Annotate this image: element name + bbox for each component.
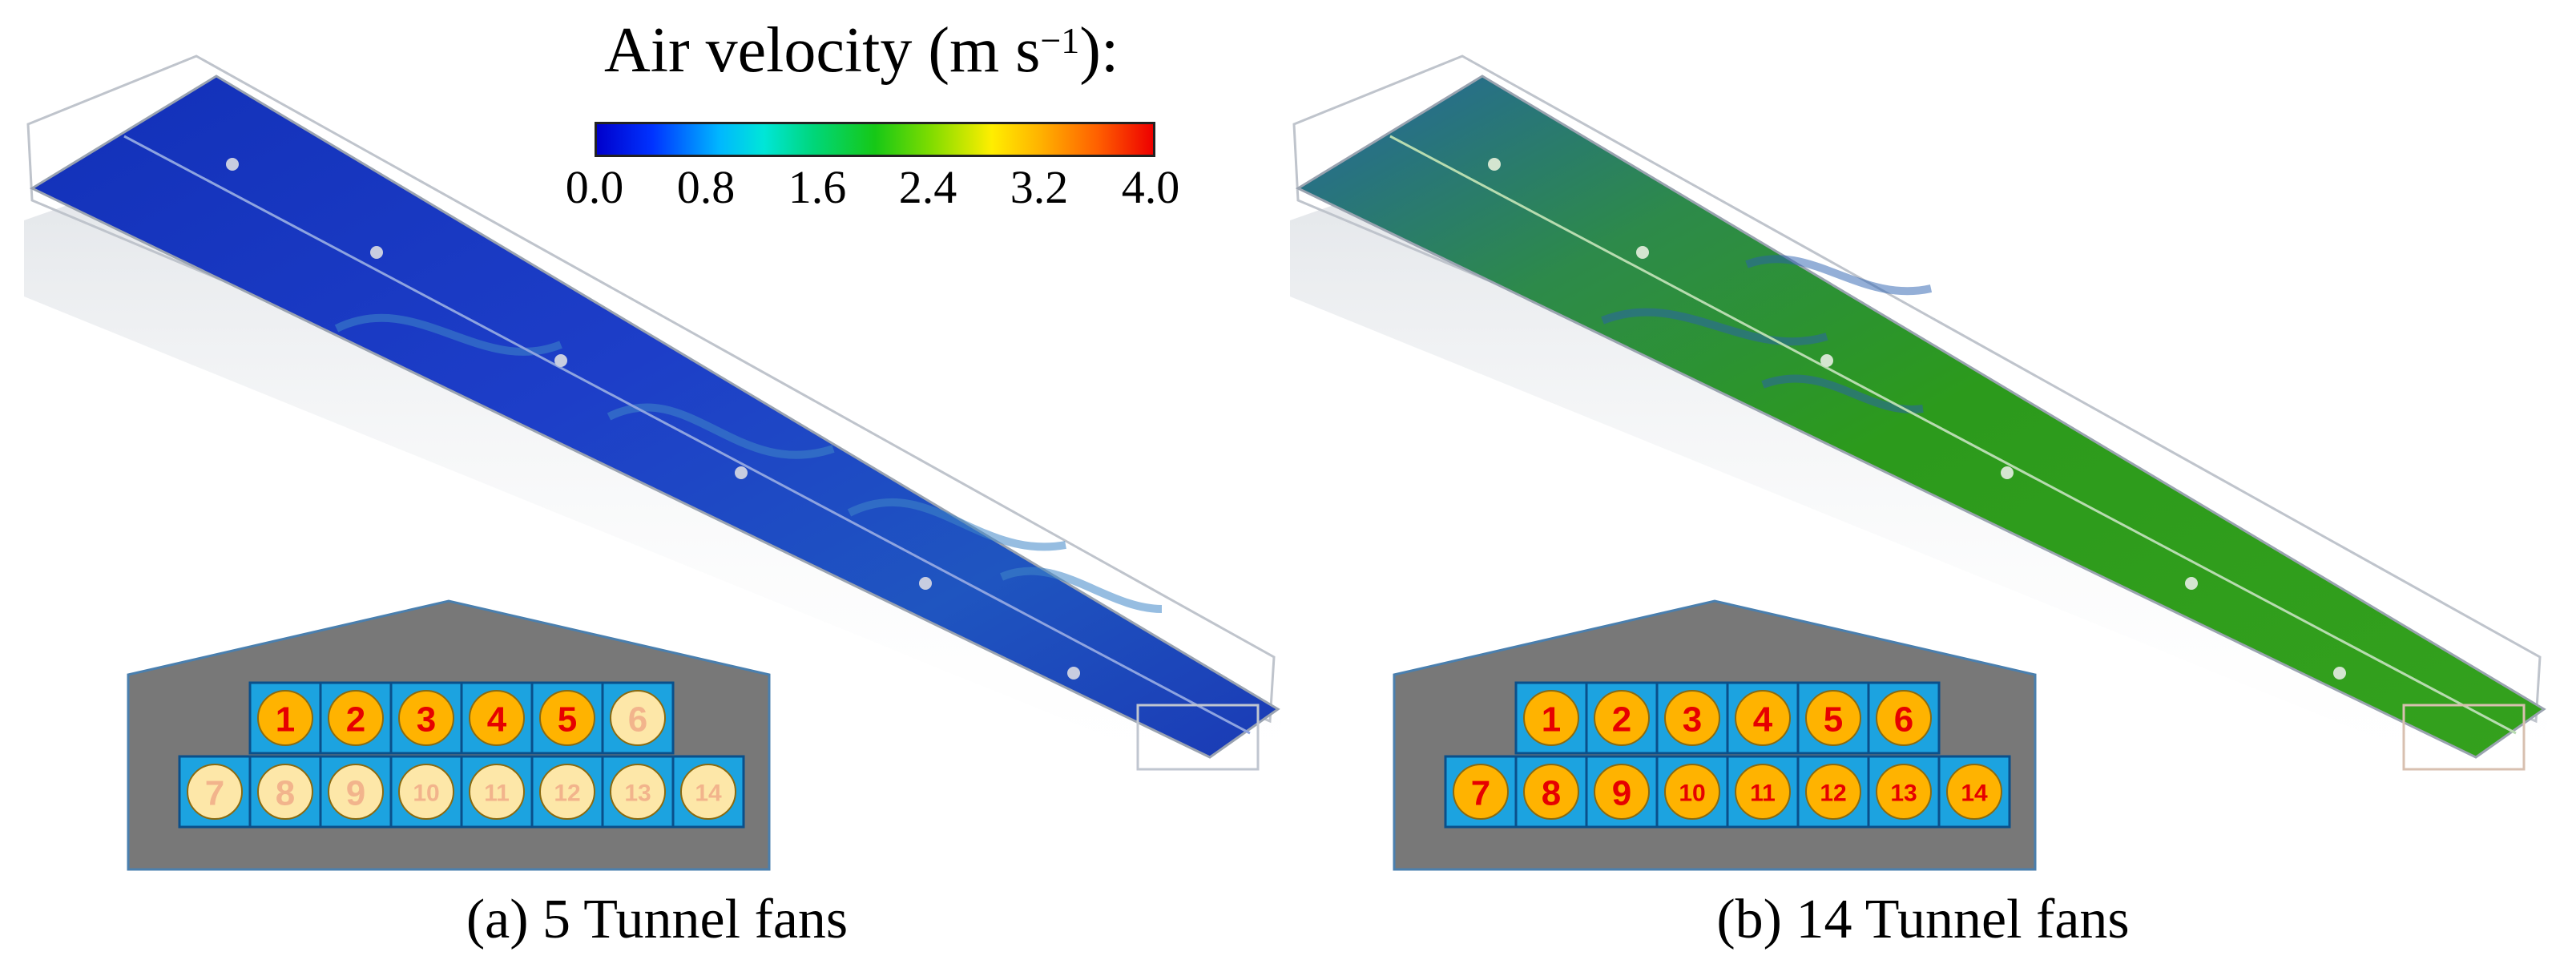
- fan-label: 3: [1683, 700, 1702, 740]
- fan-13-icon: [610, 764, 666, 820]
- fan-4-icon: [1735, 690, 1791, 746]
- fan-label: 1: [1542, 700, 1561, 740]
- fan-1-icon: [1523, 690, 1579, 746]
- fan-label: 10: [1679, 780, 1705, 807]
- fan-12-icon: [1805, 764, 1861, 820]
- fan-label: 13: [1890, 780, 1917, 807]
- fan-diagram-a: 1 2 3 4 5 67 8 9 10 11 12 13 14: [127, 599, 771, 871]
- fan-6-icon: [610, 690, 666, 746]
- fan-label: 3: [417, 700, 436, 740]
- fan-label: 8: [276, 774, 295, 813]
- fan-label: 14: [1961, 780, 1988, 807]
- fan-label: 6: [1894, 700, 1913, 740]
- colorbar-tick: 0.0: [565, 161, 624, 213]
- fan-3-icon: [1664, 690, 1720, 746]
- fan-11-icon: [469, 764, 525, 820]
- fan-12-icon: [539, 764, 595, 820]
- fan-wall-a: [1136, 704, 1260, 771]
- sensor-b-1: [1488, 158, 1501, 171]
- colorbar-tick: 0.8: [676, 161, 736, 213]
- fan-5-icon: [539, 690, 595, 746]
- fan-label: 13: [624, 780, 651, 807]
- sensor-b-5: [2185, 577, 2198, 590]
- fan-label: 12: [1820, 780, 1846, 807]
- turbulence-a: [334, 313, 1163, 613]
- fan-label: 11: [484, 780, 510, 807]
- colorbar: [595, 122, 1155, 157]
- fan-14-icon: [1946, 764, 2002, 820]
- fan-label: 14: [695, 780, 722, 807]
- fan-diagram-b: 1 2 3 4 5 67 8 9 10 11 12 13 14: [1393, 599, 2037, 871]
- fan-label: 9: [346, 774, 365, 813]
- fan-5-icon: [1805, 690, 1861, 746]
- fan-label: 7: [1471, 774, 1490, 813]
- fan-2-icon: [1594, 690, 1650, 746]
- fan-11-icon: [1735, 764, 1791, 820]
- fan-8-icon: [1523, 764, 1579, 820]
- fan-label: 7: [205, 774, 224, 813]
- sensor-a-5: [919, 577, 932, 590]
- fan-label: 5: [558, 700, 577, 740]
- fan-1-icon: [257, 690, 313, 746]
- fan-7-icon: [187, 764, 243, 820]
- fan-label: 9: [1612, 774, 1631, 813]
- fan-label: 6: [628, 700, 647, 740]
- fan-label: 2: [1612, 700, 1631, 740]
- fan-7-icon: [1453, 764, 1509, 820]
- fan-2-icon: [328, 690, 384, 746]
- sensor-b-6: [2333, 667, 2346, 680]
- legend-title-text: Air velocity (m s: [604, 15, 1041, 86]
- fan-9-icon: [1594, 764, 1650, 820]
- fan-6-icon: [1876, 690, 1932, 746]
- colorbar-tick: 3.2: [1010, 161, 1069, 213]
- caption-b: (b) 14 Tunnel fans: [1716, 889, 2130, 950]
- colorbar-tick: 4.0: [1121, 161, 1180, 213]
- sensor-a-1: [226, 158, 239, 171]
- fan-9-icon: [328, 764, 384, 820]
- barn-model-a: [24, 54, 1282, 801]
- sensor-a-2: [370, 246, 383, 259]
- colorbar-tick: 2.4: [898, 161, 957, 213]
- sensor-a-4: [735, 466, 748, 479]
- barn-model-b: [1290, 54, 2548, 801]
- caption-a: (a) 5 Tunnel fans: [466, 889, 849, 950]
- colorbar-tick: 1.6: [788, 161, 847, 213]
- fan-3-icon: [398, 690, 454, 746]
- fan-label: 1: [276, 700, 295, 740]
- fan-13-icon: [1876, 764, 1932, 820]
- fan-4-icon: [469, 690, 525, 746]
- fan-14-icon: [680, 764, 736, 820]
- fan-8-icon: [257, 764, 313, 820]
- center-line-b: [1389, 135, 2517, 735]
- fan-10-icon: [1664, 764, 1720, 820]
- legend-title-sup: −1: [1040, 20, 1080, 61]
- fan-label: 4: [1753, 700, 1773, 740]
- fan-label: 8: [1542, 774, 1561, 813]
- legend-title: Air velocity (m s−1):: [604, 14, 1119, 87]
- fan-label: 10: [413, 780, 439, 807]
- legend-title-end: ):: [1079, 15, 1119, 86]
- sensor-a-6: [1067, 667, 1080, 680]
- sensor-a-3: [554, 354, 567, 367]
- fan-label: 11: [1750, 780, 1776, 807]
- fan-label: 2: [346, 700, 365, 740]
- fan-label: 12: [554, 780, 580, 807]
- sensor-b-3: [1820, 354, 1833, 367]
- sensor-b-2: [1636, 246, 1649, 259]
- sensor-b-4: [2001, 466, 2014, 479]
- fan-label: 5: [1824, 700, 1843, 740]
- fan-10-icon: [398, 764, 454, 820]
- fan-label: 4: [487, 700, 507, 740]
- center-line-a: [123, 135, 1251, 735]
- fan-wall-b: [2402, 704, 2526, 771]
